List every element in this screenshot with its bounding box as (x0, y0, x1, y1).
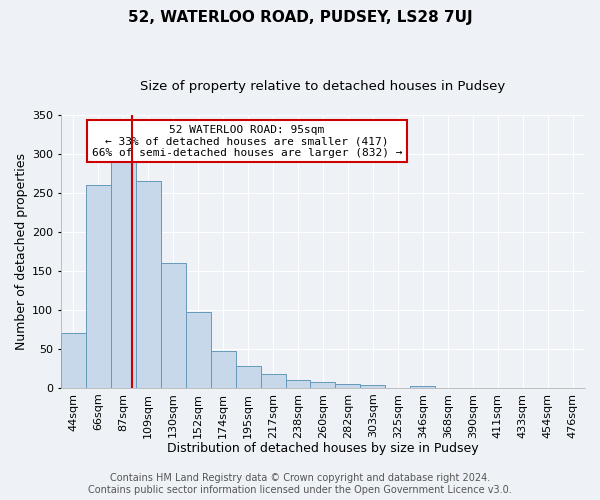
Text: Contains HM Land Registry data © Crown copyright and database right 2024.
Contai: Contains HM Land Registry data © Crown c… (88, 474, 512, 495)
Bar (186, 312, 211, 388)
Bar (335, 384, 361, 388)
Title: Size of property relative to detached houses in Pudsey: Size of property relative to detached ho… (140, 80, 506, 93)
Bar (161, 263, 186, 388)
Bar (286, 380, 310, 388)
Bar (61, 334, 86, 388)
X-axis label: Distribution of detached houses by size in Pudsey: Distribution of detached houses by size … (167, 442, 479, 455)
Bar (361, 384, 385, 388)
Bar (136, 182, 161, 388)
Bar (410, 386, 435, 388)
Bar (86, 185, 111, 388)
Bar (236, 366, 260, 388)
Y-axis label: Number of detached properties: Number of detached properties (15, 153, 28, 350)
Bar (211, 351, 236, 388)
Bar (111, 158, 136, 388)
Text: 52, WATERLOO ROAD, PUDSEY, LS28 7UJ: 52, WATERLOO ROAD, PUDSEY, LS28 7UJ (128, 10, 472, 25)
Text: 52 WATERLOO ROAD: 95sqm
← 33% of detached houses are smaller (417)
66% of semi-d: 52 WATERLOO ROAD: 95sqm ← 33% of detache… (92, 124, 402, 158)
Bar (260, 374, 286, 388)
Bar (310, 382, 335, 388)
